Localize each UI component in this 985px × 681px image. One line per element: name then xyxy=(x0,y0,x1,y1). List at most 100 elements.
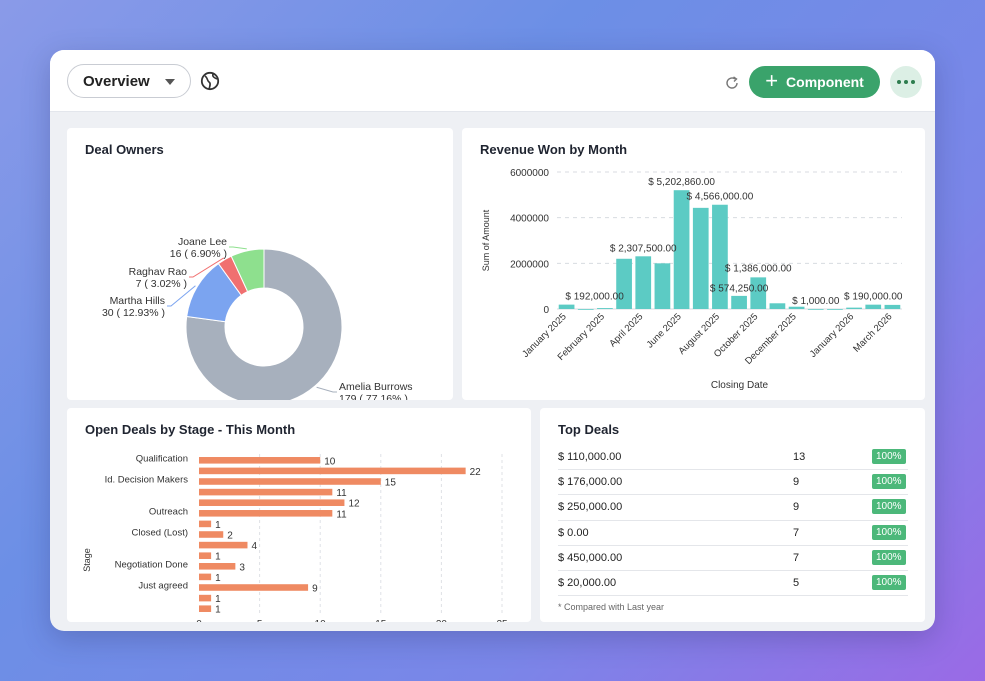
table-row[interactable]: $ 176,000.00 9 100% xyxy=(558,470,908,496)
revenue-bar xyxy=(597,308,613,309)
table-row[interactable]: $ 250,000.00 9 100% xyxy=(558,495,908,521)
y-axis-label: Sum of Amount xyxy=(481,209,491,271)
view-selector[interactable]: Overview xyxy=(67,64,191,98)
revenue-bar xyxy=(558,304,575,309)
stage-bar-value: 12 xyxy=(348,499,360,510)
deal-amount: $ 110,000.00 xyxy=(558,451,622,463)
stage-bar xyxy=(199,573,212,581)
add-component-label: Component xyxy=(786,74,864,90)
x-tick-label: January 2026 xyxy=(808,311,856,359)
stage-bar xyxy=(199,520,212,528)
x-tick-label: 0 xyxy=(196,619,202,622)
stage-bar xyxy=(199,457,321,464)
deal-percent-badge: 100% xyxy=(872,549,906,565)
deal-count: 7 xyxy=(793,526,800,539)
dashboard-window: Overview + Component Deal Owners Amelia … xyxy=(50,50,935,631)
stage-bar xyxy=(199,499,345,506)
y-tick-label: 4000000 xyxy=(510,214,549,225)
stage-bar-value: 1 xyxy=(215,552,221,563)
view-selector-label: Overview xyxy=(83,72,150,90)
stage-bar xyxy=(199,541,248,549)
deal-owners-card: Deal Owners Amelia Burrows 179 ( 77.16% )… xyxy=(67,128,453,400)
stage-bar-value: 3 xyxy=(239,562,245,573)
deal-amount: $ 0.00 xyxy=(558,526,589,539)
deal-count: 9 xyxy=(793,476,800,489)
stage-bar xyxy=(199,584,309,591)
refresh-icon[interactable] xyxy=(724,75,740,91)
deal-count: 5 xyxy=(793,576,800,589)
revenue-bar xyxy=(884,304,901,309)
x-tick-label: 20 xyxy=(436,619,448,622)
comparison-note: * Compared with Last year xyxy=(558,602,665,612)
top-deals-table: $ 110,000.00 13 100% $ 176,000.00 9 100%… xyxy=(558,445,908,597)
y-tick-label: 0 xyxy=(543,305,549,316)
stage-bar-value: 15 xyxy=(385,478,397,489)
bar-value-label: $ 1,386,000.00 xyxy=(725,263,792,274)
revenue-bar xyxy=(769,303,786,309)
more-icon xyxy=(897,80,901,84)
stage-bar-value: 1 xyxy=(215,594,221,605)
deal-percent-badge: 100% xyxy=(872,449,906,464)
deal-percent-badge: 100% xyxy=(872,574,906,590)
revenue-bar xyxy=(577,309,594,310)
open-deals-title: Open Deals by Stage - This Month xyxy=(85,422,296,437)
open-deals-card: Open Deals by Stage - This Month 0 5 10 15 2… xyxy=(67,408,531,622)
y-tick-label: 6000000 xyxy=(510,168,549,179)
deal-amount: $ 176,000.00 xyxy=(558,476,623,489)
revenue-bar xyxy=(788,306,805,309)
globe-icon[interactable] xyxy=(200,71,220,91)
stage-bar-value: 1 xyxy=(215,605,221,616)
deal-count: 9 xyxy=(793,501,800,514)
stage-category-label: Qualification xyxy=(136,453,188,464)
y-tick-label: 2000000 xyxy=(510,259,549,270)
stage-bar xyxy=(199,531,224,538)
revenue-card: Revenue Won by Month 0 2000000 4000000 6000… xyxy=(462,128,925,400)
stage-bar-value: 22 xyxy=(470,467,482,478)
deal-count: 13 xyxy=(793,451,806,463)
pie-slice-name: Raghav Rao xyxy=(129,266,188,278)
stage-bar xyxy=(199,488,333,496)
deal-percent-badge: 100% xyxy=(872,499,906,515)
stage-bar xyxy=(199,510,333,517)
top-deals-card: Top Deals $ 110,000.00 13 100% $ 176,000… xyxy=(540,408,925,622)
table-row[interactable]: $ 450,000.00 7 100% xyxy=(558,546,908,571)
stage-bar-value: 2 xyxy=(227,531,233,542)
stage-bar-value: 9 xyxy=(312,584,318,595)
stage-bar xyxy=(199,594,212,602)
table-row[interactable]: $ 0.00 7 100% xyxy=(558,521,908,546)
revenue-bar xyxy=(635,256,652,309)
pie-slice-name: Joane Lee xyxy=(178,236,227,248)
bar-value-label: $ 5,202,860.00 xyxy=(648,177,715,188)
revenue-bar xyxy=(731,295,747,309)
deal-owners-title: Deal Owners xyxy=(85,142,164,157)
revenue-bar xyxy=(712,204,728,309)
stage-bar xyxy=(199,605,212,612)
x-tick-label: 25 xyxy=(496,619,508,622)
table-row[interactable]: $ 110,000.00 13 100% xyxy=(558,445,908,471)
pie-slice-value: 16 ( 6.90% ) xyxy=(170,248,227,260)
stage-bar-value: 1 xyxy=(215,520,221,531)
deal-percent-badge: 100% xyxy=(872,474,906,490)
stage-bar xyxy=(199,478,381,485)
revenue-bar xyxy=(616,258,632,309)
pie-slice-name: Amelia Burrows xyxy=(339,381,413,393)
stage-bar xyxy=(199,563,236,570)
pie-slice-value: 179 ( 77.16% ) xyxy=(339,393,408,400)
stage-category-label: Id. Decision Makers xyxy=(105,475,189,486)
revenue-bar xyxy=(654,263,671,309)
stage-category-label: Just agreed xyxy=(138,581,188,592)
bar-value-label: $ 192,000.00 xyxy=(565,292,624,303)
x-tick-label: 10 xyxy=(315,619,327,622)
deal-amount: $ 450,000.00 xyxy=(558,551,623,564)
stage-bar-value: 4 xyxy=(251,541,257,552)
more-options-button[interactable] xyxy=(890,66,922,98)
bar-value-label: $ 4,566,000.00 xyxy=(687,192,754,203)
table-row[interactable]: $ 20,000.00 5 100% xyxy=(558,571,908,597)
revenue-bar xyxy=(807,308,824,310)
pie-slice-name: Martha Hills xyxy=(110,295,165,307)
bar-value-label: $ 1,000.00 xyxy=(792,296,840,307)
pie-slice-value: 7 ( 3.02% ) xyxy=(136,278,187,290)
bar-value-label: $ 2,307,500.00 xyxy=(610,243,677,254)
x-tick-label: 15 xyxy=(375,619,387,622)
add-component-button[interactable]: + Component xyxy=(749,66,880,98)
